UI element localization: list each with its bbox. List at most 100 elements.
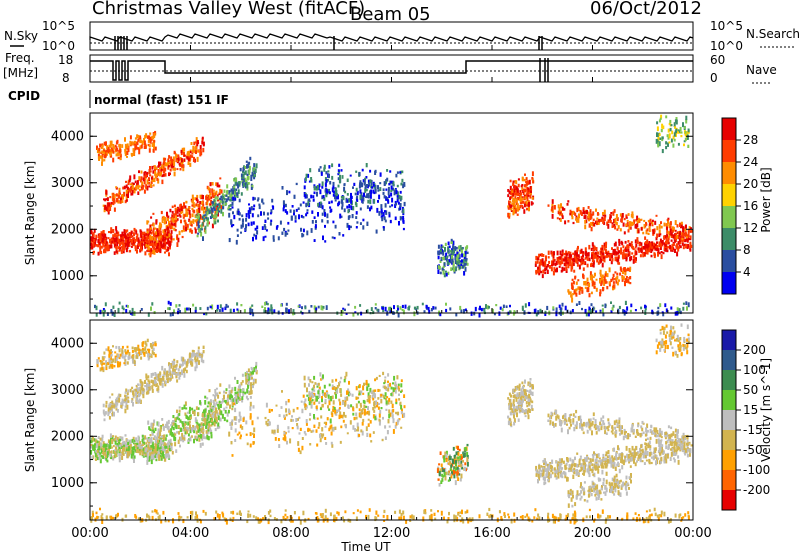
scatter-cell <box>209 399 212 403</box>
scatter-cell <box>147 352 150 358</box>
scatter-cell <box>121 353 124 359</box>
scatter-cell <box>537 257 539 261</box>
scatter-cell <box>328 191 331 195</box>
scatter-cell <box>270 306 273 312</box>
scatter-cell <box>165 453 167 459</box>
scatter-cell <box>124 200 127 204</box>
scatter-cell <box>240 382 243 386</box>
scatter-cell <box>584 261 587 265</box>
scatter-cell <box>109 440 112 445</box>
scatter-cell <box>384 203 387 208</box>
scatter-cell <box>189 150 192 154</box>
scatter-cell <box>153 141 155 146</box>
scatter-cell <box>215 387 218 390</box>
scatter-cell <box>362 225 365 230</box>
scatter-cell <box>616 217 619 222</box>
scatter-cell <box>223 400 225 403</box>
scatter-cell <box>198 360 200 365</box>
scatter-cell <box>91 436 94 442</box>
scatter-cell <box>169 241 172 245</box>
scatter-cell <box>563 208 566 211</box>
scatter-cell <box>160 223 163 228</box>
scatter-cell <box>212 189 215 192</box>
scatter-cell <box>163 448 166 451</box>
scatter-cell <box>574 257 577 260</box>
scatter-cell <box>350 199 353 204</box>
scatter-cell <box>589 209 592 212</box>
scatter-cell <box>124 137 126 142</box>
scatter-cell <box>531 177 534 180</box>
scatter-cell <box>618 242 621 246</box>
scatter-cell <box>650 246 652 249</box>
scatter-cell <box>525 177 528 181</box>
scatter-cell <box>104 453 107 458</box>
scatter-cell <box>668 223 671 227</box>
scatter-cell <box>174 364 177 368</box>
scatter-cell <box>446 260 449 265</box>
scatter-cell <box>442 245 444 248</box>
scatter-cell <box>325 192 328 198</box>
scatter-cell <box>148 253 151 256</box>
scatter-cell <box>260 211 262 216</box>
scatter-cell <box>170 239 173 243</box>
scatter-cell <box>138 147 141 151</box>
scatter-cell <box>148 185 151 188</box>
scatter-cell <box>174 433 177 436</box>
scatter-cell <box>170 230 173 234</box>
scatter-cell <box>185 226 187 232</box>
scatter-cell <box>612 251 615 256</box>
scatter-cell <box>187 161 190 165</box>
scatter-cell <box>659 137 662 140</box>
scatter-cell <box>575 292 578 297</box>
scatter-cell <box>168 429 171 433</box>
scatter-cell <box>178 406 181 409</box>
scatter-cell <box>683 243 686 246</box>
scatter-cell <box>166 231 169 237</box>
scatter-cell <box>242 182 245 187</box>
scatter-cell <box>128 232 131 237</box>
scatter-cell <box>179 157 182 161</box>
scatter-cell <box>174 417 177 421</box>
noise-sky-trace <box>89 33 694 42</box>
scatter-cell <box>144 241 147 247</box>
scatter-cell <box>181 164 183 168</box>
scatter-cell <box>658 252 661 255</box>
scatter-cell <box>152 422 155 426</box>
scatter-cell <box>264 226 267 230</box>
scatter-cell <box>460 247 463 250</box>
scatter-cell <box>151 249 154 254</box>
scatter-cell <box>653 228 656 233</box>
scatter-cell <box>176 209 179 214</box>
scatter-cell <box>96 365 99 368</box>
scatter-cell <box>91 236 93 242</box>
scatter-cell <box>199 442 202 448</box>
scatter-cell <box>117 307 120 313</box>
scatter-cell <box>359 180 362 185</box>
scatter-cell <box>240 192 243 196</box>
scatter-cell <box>674 233 677 236</box>
scatter-cell <box>248 214 251 219</box>
scatter-cell <box>507 194 510 198</box>
scatter-cell <box>272 239 275 242</box>
scatter-cell <box>364 177 367 181</box>
scatter-cell <box>321 181 324 187</box>
scatter-cell <box>551 204 554 207</box>
scatter-cell <box>107 207 109 212</box>
scatter-cell <box>527 202 530 205</box>
scatter-cell <box>329 181 332 185</box>
scatter-cell <box>90 242 93 247</box>
scatter-cell <box>670 249 673 252</box>
scatter-cell <box>222 211 224 217</box>
scatter-cell <box>152 372 155 376</box>
scatter-cell <box>658 119 661 123</box>
scatter-cell <box>605 241 608 245</box>
scatter-cell <box>659 238 662 242</box>
scatter-cell <box>255 365 257 370</box>
scatter-cell <box>167 240 170 245</box>
scatter-cell <box>560 270 563 273</box>
scatter-cell <box>676 251 679 257</box>
scatter-cell <box>365 176 368 179</box>
scatter-cell <box>635 243 638 247</box>
scatter-cell <box>611 222 614 225</box>
power-ylabel: Slant Range [km] <box>23 161 37 265</box>
